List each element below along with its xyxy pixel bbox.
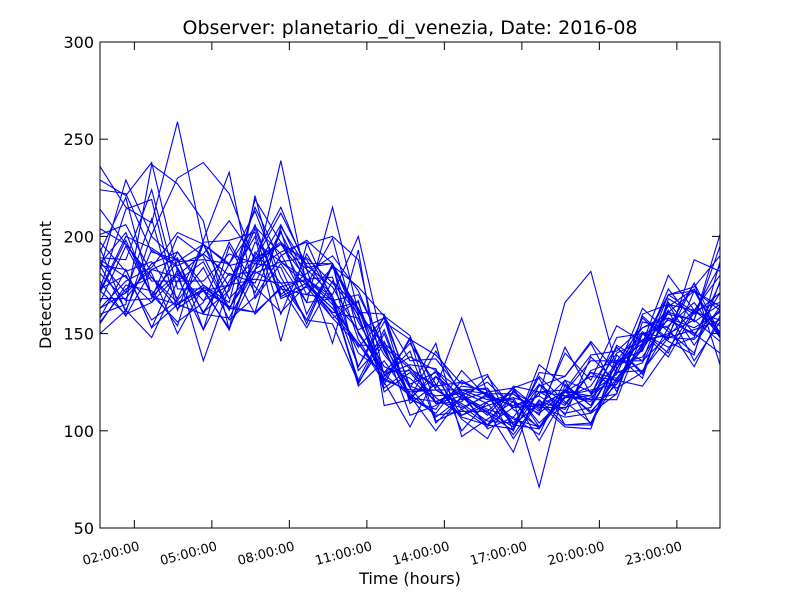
y-tick-label: 200 (63, 227, 94, 246)
y-tick-label: 250 (63, 130, 94, 149)
series-line-7 (99, 161, 721, 415)
series-line-18 (99, 198, 721, 428)
y-tick-label: 100 (63, 422, 94, 441)
series-line-29 (99, 211, 721, 426)
series-line-25 (99, 236, 721, 416)
x-tick-label: 23:00:00 (624, 539, 684, 569)
series-layer (99, 121, 721, 490)
x-tick-label: 11:00:00 (314, 539, 374, 569)
x-tick-label: 14:00:00 (391, 539, 451, 569)
x-tick-label: 20:00:00 (546, 539, 606, 569)
x-tick-label: 08:00:00 (236, 539, 296, 569)
series-line-4 (99, 225, 721, 430)
ticks-layer: 50 100 150 200 250 300 02:00:00 05:00:00 08:00:0… (63, 33, 720, 569)
series-line-30 (99, 244, 721, 433)
series-line-22 (99, 229, 721, 424)
series-line-16 (99, 231, 721, 426)
x-tick-label: 05:00:00 (159, 539, 219, 569)
y-tick-label: 300 (63, 33, 94, 52)
x-tick-label: 02:00:00 (81, 539, 141, 569)
chart-title: Observer: planetario_di_venezia, Date: 2… (182, 17, 637, 39)
series-line-24 (99, 198, 721, 428)
series-line-26 (99, 234, 721, 432)
series-line-3 (99, 219, 721, 440)
y-axis-label: Detection count (36, 221, 55, 349)
plot-area-frame (99, 41, 721, 529)
series-line-21 (99, 239, 721, 490)
x-axis-label: Time (hours) (358, 569, 461, 588)
series-line-6 (99, 187, 721, 454)
x-tick-label: 17:00:00 (469, 539, 529, 569)
y-tick-label: 150 (63, 325, 94, 344)
y-tick-label: 50 (74, 519, 94, 538)
series-line-14 (99, 231, 721, 424)
series-line-5 (99, 170, 721, 430)
series-line-32 (99, 253, 721, 428)
